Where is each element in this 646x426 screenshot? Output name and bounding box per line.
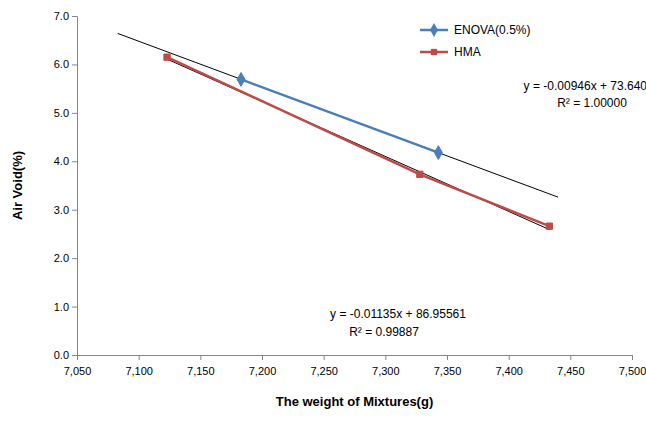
data-area	[118, 33, 558, 229]
tick: 7,100	[125, 355, 153, 377]
tick: 7,400	[495, 355, 523, 377]
tick: 7,450	[557, 355, 585, 377]
tick-mark	[72, 307, 77, 308]
tick-label: 7,500	[619, 365, 646, 377]
tick-mark	[570, 355, 571, 360]
tick-label: 7,350	[434, 365, 462, 377]
tick: 4.0	[54, 155, 77, 167]
tick-label: 7,150	[187, 365, 215, 377]
tick-label: 2.0	[54, 252, 69, 264]
tick-label: 7,050	[64, 365, 92, 377]
legend-marker	[431, 49, 437, 55]
series-line	[167, 57, 549, 226]
y-axis-title: Air Void(%)	[10, 151, 25, 220]
tick: 7,250	[310, 355, 338, 377]
tick-label: 7,300	[372, 365, 400, 377]
tick-mark	[324, 355, 325, 360]
annotation: y = -0.00946x + 73.64000	[524, 79, 646, 93]
legend-marker	[430, 23, 438, 37]
tick: 7,500	[619, 355, 646, 377]
annotation: R² = 1.00000	[557, 96, 627, 110]
tick-mark	[509, 355, 510, 360]
tick: 7,150	[187, 355, 215, 377]
tick-mark	[72, 355, 77, 356]
legend-label: ENOVA(0.5%)	[454, 23, 530, 37]
series-marker	[434, 146, 442, 160]
tick-mark	[447, 355, 448, 360]
axis-line	[72, 17, 78, 356]
y-axis: 0.0 1.0 2.0 3.0 4.0 5.0 6.0 7.0	[54, 10, 78, 361]
tick-label: 6.0	[54, 58, 69, 70]
series-marker	[164, 54, 170, 60]
tick-label: 7,250	[310, 365, 338, 377]
tick-label: 7,200	[249, 365, 277, 377]
tick-label: 1.0	[54, 301, 69, 313]
annotation: y = -0.01135x + 86.95561	[330, 307, 466, 321]
tick: 7,350	[434, 355, 462, 377]
tick-mark	[72, 16, 77, 17]
tick-label: 7.0	[54, 10, 69, 22]
series-marker	[417, 171, 423, 177]
x-axis-title: The weight of Mixtures(g)	[276, 394, 433, 409]
tick-mark	[72, 161, 77, 162]
tick-mark	[139, 355, 140, 360]
tick: 7,200	[249, 355, 277, 377]
tick: 7,300	[372, 355, 400, 377]
tick: 1.0	[54, 301, 77, 313]
tick-mark	[200, 355, 201, 360]
trendline	[118, 33, 558, 197]
tick-label: 7,100	[125, 365, 153, 377]
tick-mark	[72, 113, 77, 114]
tick-mark	[72, 210, 77, 211]
tick-mark	[632, 355, 633, 360]
series-marker	[237, 73, 245, 87]
tick-mark	[72, 64, 77, 65]
legend-item: HMA	[420, 45, 481, 59]
tick-label: 7,400	[495, 365, 523, 377]
chart: 7,050 7,100 7,150 7,200 7,250 7,300 7,350 7,400…	[0, 0, 646, 426]
legend-label: HMA	[454, 45, 481, 59]
plot: 7,050 7,100 7,150 7,200 7,250 7,300 7,350 7,400…	[54, 10, 646, 377]
tick-label: 7,450	[557, 365, 585, 377]
tick-mark	[72, 258, 77, 259]
tick: 3.0	[54, 204, 77, 216]
tick-label: 5.0	[54, 107, 69, 119]
series-marker	[546, 223, 552, 229]
legend: ENOVA(0.5%) HMA	[420, 23, 530, 59]
tick: 0.0	[54, 349, 77, 361]
axis-line	[78, 356, 633, 361]
annotation: R² = 0.99887	[349, 325, 419, 339]
tick: 2.0	[54, 252, 77, 264]
tick: 7.0	[54, 10, 77, 22]
tick-mark	[385, 355, 386, 360]
tick-label: 0.0	[54, 349, 69, 361]
x-axis: 7,050 7,100 7,150 7,200 7,250 7,300 7,350 7,400…	[64, 355, 646, 377]
legend-item: ENOVA(0.5%)	[420, 23, 530, 37]
tick: 5.0	[54, 107, 77, 119]
series-line	[241, 79, 438, 152]
tick: 6.0	[54, 58, 77, 70]
tick-mark	[262, 355, 263, 360]
tick-label: 4.0	[54, 155, 69, 167]
tick-label: 3.0	[54, 204, 69, 216]
